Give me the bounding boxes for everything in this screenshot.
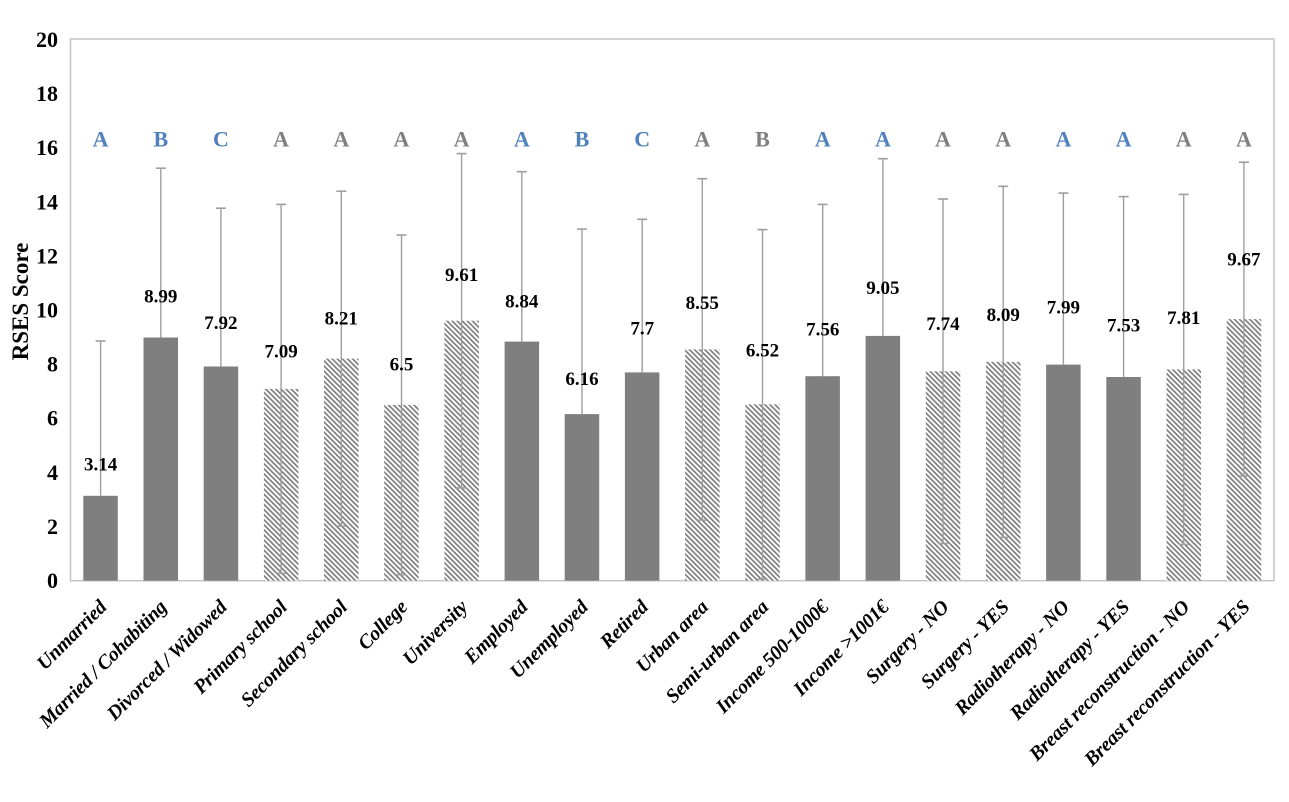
svg-text:16: 16: [36, 135, 58, 160]
svg-text:A: A: [935, 126, 951, 151]
svg-text:9.05: 9.05: [866, 278, 899, 299]
svg-text:7.53: 7.53: [1107, 316, 1140, 337]
svg-text:8.21: 8.21: [325, 309, 358, 330]
svg-text:7.81: 7.81: [1167, 308, 1200, 329]
svg-text:9.61: 9.61: [445, 265, 478, 286]
svg-text:7.56: 7.56: [806, 320, 839, 341]
svg-text:7.7: 7.7: [630, 318, 654, 339]
svg-text:A: A: [514, 126, 530, 151]
svg-text:14: 14: [36, 189, 58, 214]
svg-text:A: A: [1176, 126, 1192, 151]
svg-text:7.92: 7.92: [204, 313, 237, 334]
svg-text:B: B: [575, 126, 590, 151]
svg-text:2: 2: [47, 514, 58, 539]
svg-text:A: A: [815, 126, 831, 151]
svg-text:A: A: [394, 126, 410, 151]
svg-text:A: A: [875, 126, 891, 151]
svg-text:B: B: [153, 126, 168, 151]
svg-text:6.52: 6.52: [746, 340, 779, 361]
svg-text:8.55: 8.55: [686, 293, 719, 314]
svg-text:9.67: 9.67: [1227, 249, 1261, 270]
svg-text:8.09: 8.09: [987, 305, 1020, 326]
svg-text:A: A: [1236, 126, 1252, 151]
svg-text:12: 12: [36, 243, 58, 268]
svg-text:A: A: [93, 126, 109, 151]
svg-text:A: A: [995, 126, 1011, 151]
svg-text:7.74: 7.74: [926, 314, 960, 335]
svg-text:A: A: [454, 126, 470, 151]
svg-text:18: 18: [36, 81, 58, 106]
svg-text:0: 0: [47, 568, 58, 593]
svg-text:20: 20: [36, 27, 58, 52]
svg-text:7.09: 7.09: [264, 341, 297, 362]
svg-text:A: A: [1116, 126, 1132, 151]
svg-text:6.5: 6.5: [390, 355, 414, 376]
svg-text:A: A: [273, 126, 289, 151]
svg-text:3.14: 3.14: [84, 454, 118, 475]
svg-text:6: 6: [47, 406, 58, 431]
svg-text:7.99: 7.99: [1047, 298, 1080, 319]
svg-text:8.84: 8.84: [505, 291, 539, 312]
svg-text:10: 10: [36, 298, 58, 323]
svg-text:8.99: 8.99: [144, 287, 177, 308]
svg-text:B: B: [755, 126, 770, 151]
svg-text:A: A: [694, 126, 710, 151]
svg-text:A: A: [1055, 126, 1071, 151]
svg-text:6.16: 6.16: [565, 369, 598, 390]
svg-text:A: A: [333, 126, 349, 151]
svg-text:4: 4: [47, 460, 58, 485]
svg-text:8: 8: [47, 352, 58, 377]
svg-text:RSES Score: RSES Score: [8, 243, 33, 361]
svg-text:C: C: [634, 126, 650, 151]
svg-text:C: C: [213, 126, 229, 151]
